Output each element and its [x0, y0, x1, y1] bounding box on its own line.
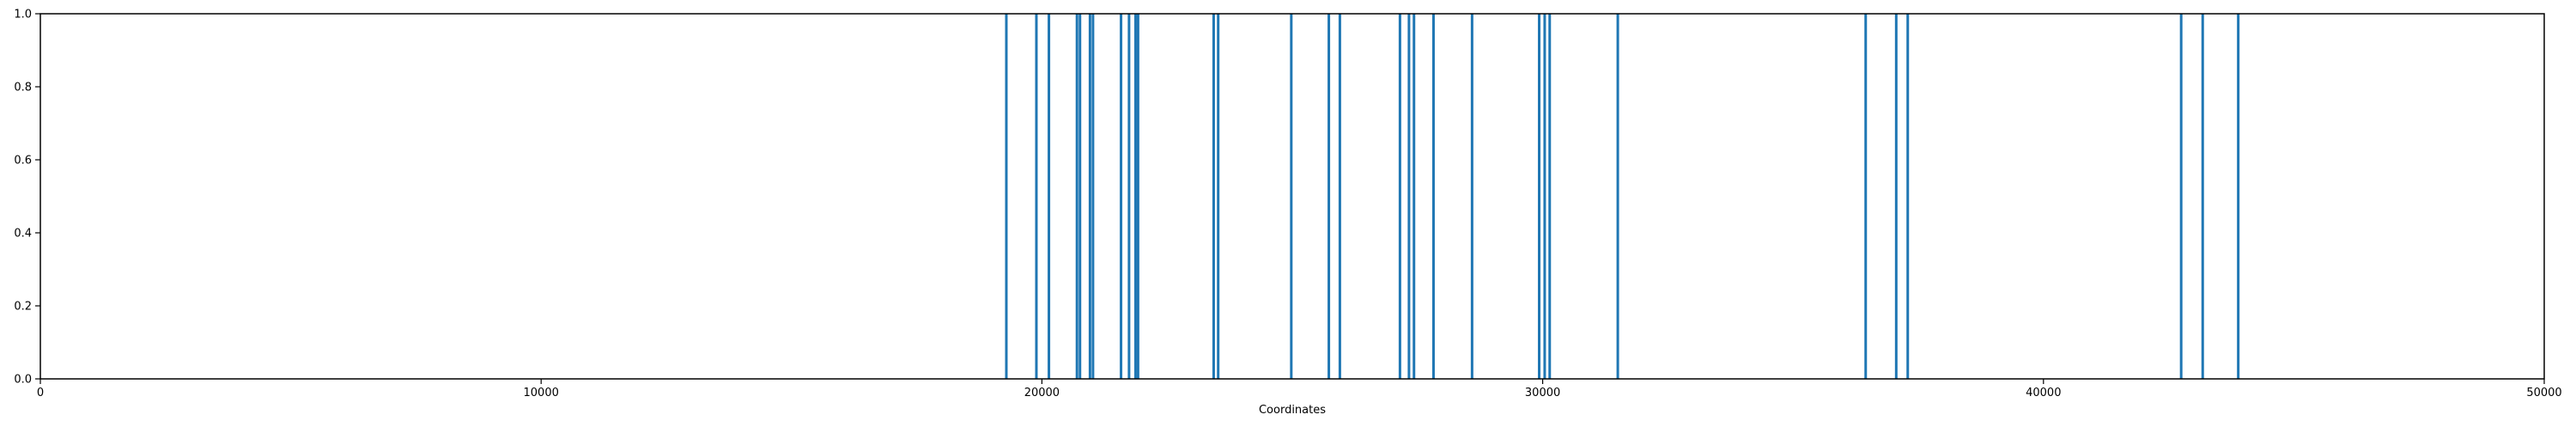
bar — [1048, 14, 1051, 379]
bar — [1906, 14, 1910, 379]
x-axis-label: Coordinates — [1259, 404, 1326, 417]
bar — [2201, 14, 2204, 379]
bar — [1035, 14, 1038, 379]
bar — [1075, 14, 1078, 379]
y-tick-label: 0.0 — [14, 374, 32, 387]
bar — [1398, 14, 1401, 379]
bar — [1431, 14, 1435, 379]
bar — [1127, 14, 1131, 379]
bar — [1338, 14, 1341, 379]
y-tick-label: 0.6 — [14, 155, 32, 168]
bar — [1005, 14, 1008, 379]
y-tick-label: 0.4 — [14, 228, 32, 241]
bar — [1548, 14, 1552, 379]
bar — [1407, 14, 1411, 379]
y-tick-label: 1.0 — [14, 9, 32, 21]
y-tick-label: 0.2 — [14, 301, 32, 314]
y-axis-ticks: 0.0 0.2 0.4 0.6 0.8 1.0 — [14, 9, 40, 387]
bar — [1290, 14, 1293, 379]
bar — [1078, 14, 1082, 379]
bar — [1616, 14, 1619, 379]
bar — [1212, 14, 1215, 379]
bar — [1538, 14, 1541, 379]
bar — [1470, 14, 1473, 379]
bar — [1133, 14, 1137, 379]
x-tick-label: 40000 — [2026, 387, 2061, 399]
bar — [1120, 14, 1123, 379]
bar — [2237, 14, 2240, 379]
x-axis-ticks: 0 10000 20000 30000 40000 50000 — [37, 379, 2562, 399]
x-tick-label: 10000 — [524, 387, 559, 399]
bar — [1894, 14, 1898, 379]
bar — [1543, 14, 1546, 379]
bars-group — [1005, 14, 2240, 379]
bar — [1217, 14, 1220, 379]
x-tick-label: 30000 — [1525, 387, 1560, 399]
bar — [1327, 14, 1331, 379]
axes-frame — [39, 13, 2545, 380]
bar — [1413, 14, 1416, 379]
bar — [1864, 14, 1868, 379]
bar — [1088, 14, 1091, 379]
bar — [2179, 14, 2183, 379]
x-tick-label: 0 — [37, 387, 44, 399]
bar — [1091, 14, 1095, 379]
x-tick-label: 20000 — [1024, 387, 1060, 399]
bar — [1136, 14, 1139, 379]
x-tick-label: 50000 — [2526, 387, 2561, 399]
y-tick-label: 0.8 — [14, 82, 32, 95]
